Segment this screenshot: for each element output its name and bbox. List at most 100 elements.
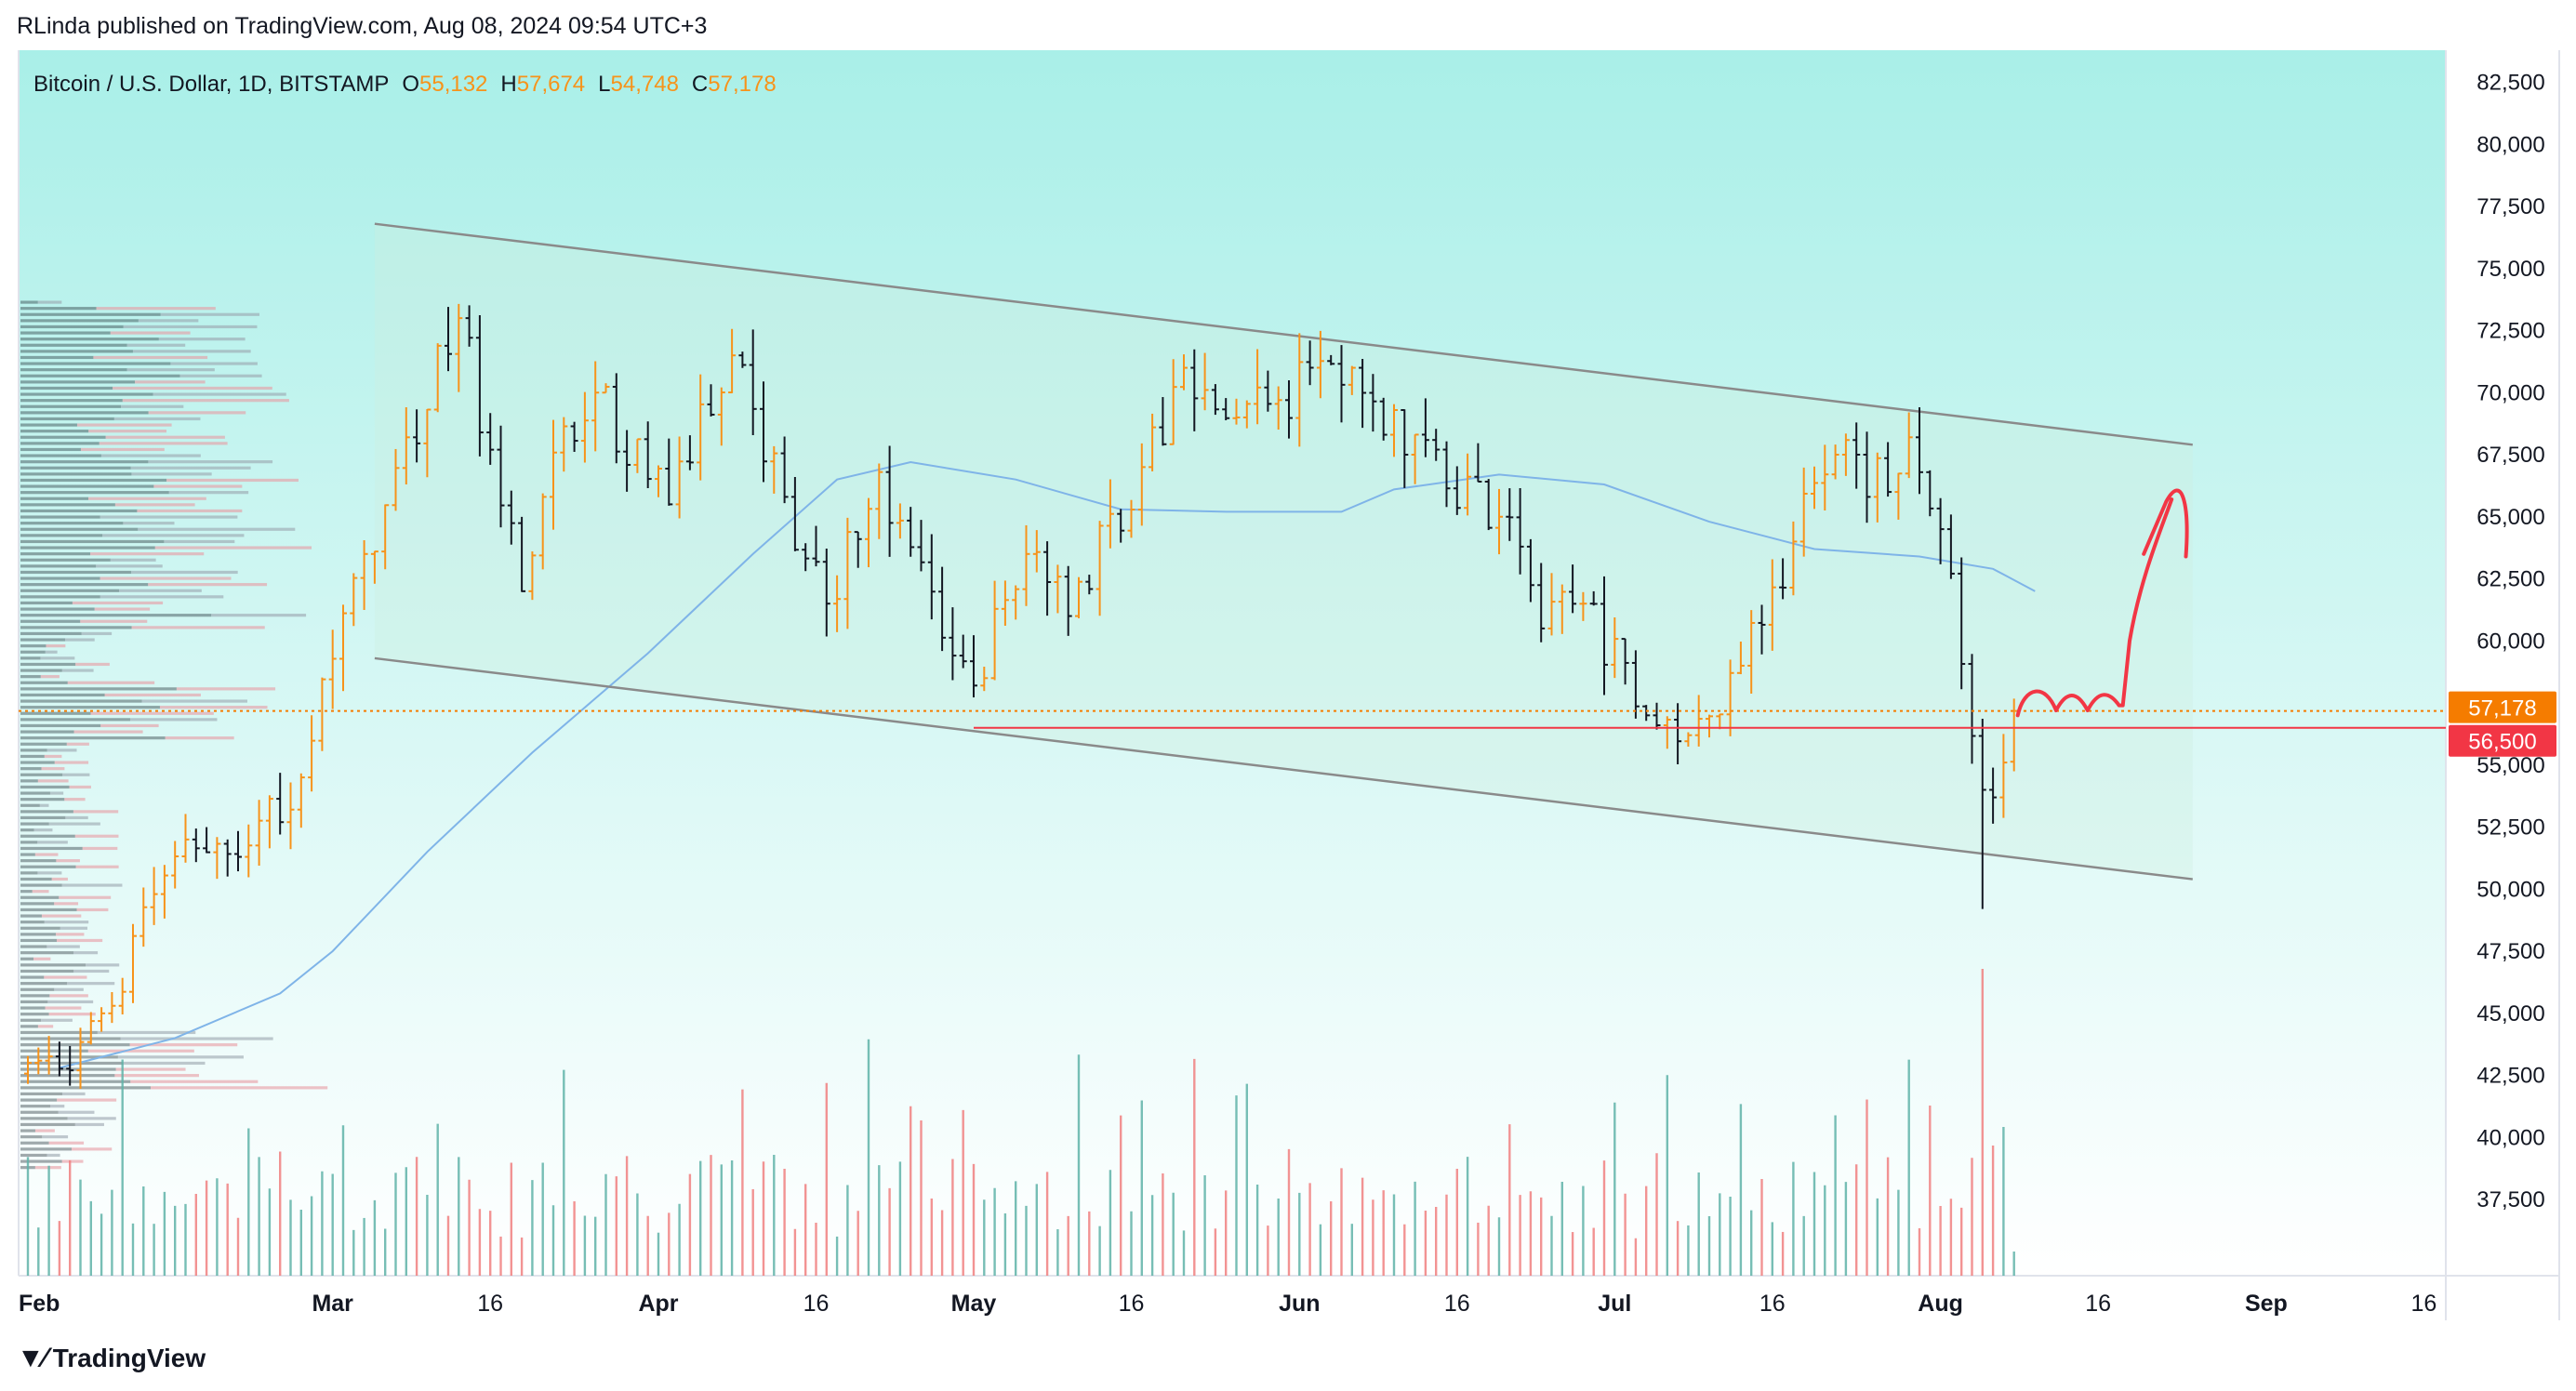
ohlc-bar	[1758, 604, 1766, 655]
vp-row-light	[46, 748, 77, 752]
ohlc-bar	[223, 839, 232, 877]
price-tick-label: 70,000	[2476, 380, 2544, 405]
vp-row-dark	[20, 957, 34, 960]
vp-row-light	[122, 399, 289, 403]
vp-row-light	[60, 926, 88, 930]
time-tick-label: 16	[477, 1291, 503, 1317]
time-tick-label: 16	[2085, 1291, 2111, 1317]
ohlc-bar	[802, 543, 810, 572]
vp-row-dark	[20, 945, 47, 948]
vp-row-dark	[20, 1049, 88, 1053]
tradingview-brand[interactable]: ▼⁄ TradingView	[17, 1343, 206, 1374]
ohlc-bar	[1999, 734, 2008, 818]
vp-row-dark	[20, 742, 67, 746]
vp-row-light	[114, 1074, 199, 1078]
ohlc-bar	[1359, 359, 1367, 429]
ohlc-bar	[45, 1036, 53, 1075]
vp-row-light	[131, 570, 238, 575]
vp-row-light	[44, 975, 87, 979]
ohlc-bar	[1600, 576, 1608, 696]
vp-row-light	[73, 810, 119, 814]
ohlc-bar	[350, 573, 358, 627]
vp-row-light	[54, 902, 79, 906]
vp-row-light	[123, 1061, 206, 1066]
price-tick-label: 65,000	[2476, 505, 2544, 530]
ohlc-bar	[1589, 590, 1598, 606]
vp-row-light	[166, 478, 299, 483]
vp-row-dark	[20, 546, 155, 550]
ohlc-bar	[685, 435, 694, 470]
vp-row-light	[90, 711, 214, 715]
vp-row-dark	[20, 791, 50, 795]
ohlc-bar	[1379, 397, 1388, 441]
ohlc-bar	[497, 425, 505, 528]
ohlc-bar	[1558, 584, 1566, 634]
ohlc-bar	[1674, 703, 1682, 765]
ohlc-bar	[1821, 444, 1829, 511]
vp-row-dark	[20, 435, 106, 439]
price-tick-label: 82,500	[2476, 71, 2544, 96]
ohlc-bar	[1442, 441, 1451, 508]
plot-background	[19, 50, 2446, 1276]
vp-row-dark	[20, 987, 55, 991]
ohlc-bar	[822, 549, 830, 637]
vp-row-dark	[20, 362, 171, 365]
vp-row-dark	[20, 1153, 47, 1158]
vp-row-light	[154, 546, 312, 550]
vp-row-light	[93, 355, 208, 360]
ohlc-bar	[1831, 444, 1839, 480]
ohlc-bar	[1285, 380, 1293, 439]
price-axis-background	[2446, 50, 2559, 1276]
ohlc-bar	[990, 580, 999, 681]
ohlc-bar	[602, 383, 610, 394]
vp-row-dark	[20, 1061, 124, 1066]
vp-row-light	[58, 1110, 95, 1114]
vp-row-dark	[20, 460, 149, 464]
ohlc-bar	[907, 507, 915, 557]
ohlc-bar	[308, 715, 316, 792]
vp-row-dark	[20, 890, 33, 894]
ohlc-bar	[455, 303, 463, 392]
channel-upper-line[interactable]	[374, 222, 2193, 446]
vp-row-dark	[20, 319, 139, 323]
vp-row-dark	[20, 350, 133, 353]
vp-row-dark	[20, 1159, 62, 1163]
ohlc-bar	[1716, 713, 1724, 730]
ohlc-bar	[550, 419, 557, 530]
time-tick-label: 16	[1119, 1291, 1145, 1317]
vp-row-dark	[20, 614, 212, 617]
ohlc-bar	[1611, 617, 1619, 679]
vp-row-light	[141, 699, 247, 703]
price-tick-label: 45,000	[2476, 1001, 2544, 1027]
vp-row-dark	[20, 785, 70, 789]
key-level-tag: 56,500	[2468, 730, 2536, 755]
ohlc-bar	[1863, 431, 1871, 523]
legend-symbol[interactable]: Bitcoin / U.S. Dollar, 1D, BITSTAMP O55,1…	[33, 72, 777, 97]
vp-row-dark	[20, 662, 76, 667]
ohlc-bar	[738, 351, 747, 368]
ohlc-bars	[24, 303, 2018, 1090]
ohlc-bar	[970, 635, 977, 698]
vp-row-light	[61, 669, 94, 672]
vp-row-dark	[20, 675, 41, 679]
vp-row-light	[117, 1055, 244, 1059]
channel-lower-line[interactable]	[374, 656, 2193, 881]
ohlc-bar	[328, 629, 337, 709]
vp-row-dark	[20, 1025, 38, 1028]
key-level-tag-box	[2449, 724, 2556, 757]
ohlc-bar	[518, 516, 526, 592]
ohlc-bar	[1916, 407, 1923, 495]
vp-row-dark	[20, 539, 165, 544]
ohlc-bar	[1232, 398, 1241, 425]
vp-row-light	[37, 300, 62, 304]
vp-row-light	[67, 681, 155, 684]
forecast-arrow-drawing[interactable]	[2015, 488, 2189, 718]
vp-row-light	[46, 945, 80, 948]
ohlc-bar	[486, 413, 495, 465]
ohlc-bar	[1884, 442, 1892, 497]
time-axis[interactable]: Feb Mar 16 Apr 16 May 16 Jun 16 Jul 16 Aug 16 Sep 16	[19, 1291, 2437, 1317]
vp-row-light	[132, 350, 251, 353]
vp-row-light	[66, 742, 89, 746]
vp-row-dark	[20, 1098, 58, 1102]
